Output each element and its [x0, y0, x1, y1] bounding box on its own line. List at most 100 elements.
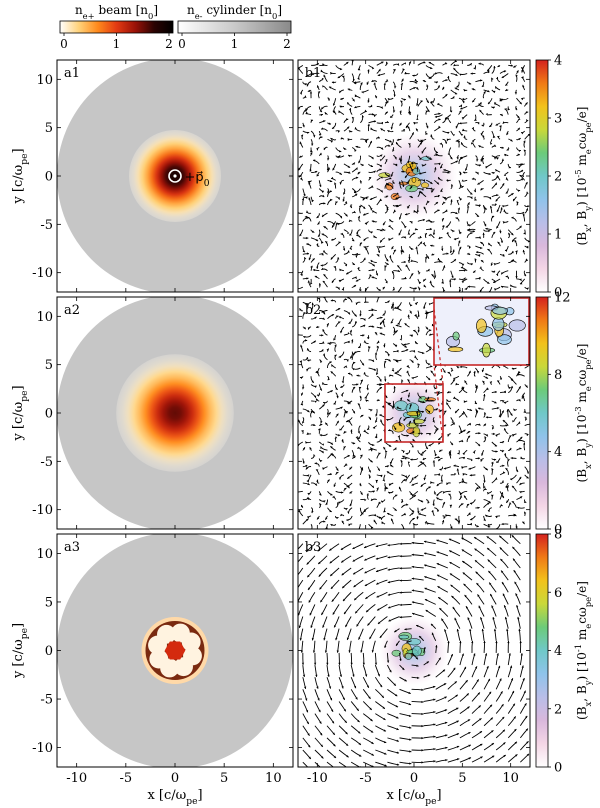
field-arrowhead	[488, 570, 491, 574]
field-arrowhead	[335, 387, 338, 390]
field-arrowhead	[311, 199, 315, 202]
field-arrowhead	[418, 190, 422, 193]
field-arrowhead	[318, 133, 322, 137]
field-arrowhead	[496, 193, 499, 197]
field-arrowhead	[330, 198, 333, 202]
field-arrowhead	[495, 123, 499, 126]
field-arrowhead	[309, 91, 313, 94]
field-arrowhead	[364, 300, 367, 303]
field-arrowhead	[487, 70, 490, 73]
field-arrowhead	[517, 153, 520, 156]
field-arrowhead	[431, 100, 434, 103]
field-arrowhead	[419, 157, 423, 160]
field-arrowhead	[428, 62, 432, 65]
field-arrowhead	[414, 81, 418, 84]
field-arrowhead	[477, 506, 480, 510]
field-arrowhead	[408, 691, 411, 694]
field-arrowhead	[347, 312, 350, 315]
field-arrowhead	[496, 460, 499, 463]
field-arrowhead	[304, 686, 307, 689]
field-arrowhead	[524, 511, 527, 515]
field-arrowhead	[336, 471, 339, 474]
field-arrowhead	[515, 593, 518, 596]
field-arrowhead	[505, 88, 508, 91]
field-arrowhead	[331, 314, 335, 317]
field-arrowhead	[366, 685, 369, 688]
field-arrowhead	[473, 653, 476, 656]
field-arrowhead	[518, 117, 521, 120]
field-arrowhead	[354, 106, 357, 109]
field-arrowhead	[397, 322, 400, 325]
field-arrowhead	[330, 493, 333, 496]
field-arrowhead	[387, 568, 391, 571]
field-arrowhead	[404, 72, 407, 75]
field-arrowhead	[319, 434, 323, 437]
field-arrowhead	[352, 353, 355, 356]
field-arrowhead	[417, 314, 420, 318]
field-arrowhead	[385, 111, 388, 114]
field-arrowhead	[426, 311, 430, 315]
y-tick-label: 10	[36, 547, 53, 562]
field-arrowhead	[300, 650, 304, 653]
panel-a2: a2	[56, 296, 294, 530]
field-arrowhead	[468, 246, 472, 249]
field-arrowhead	[337, 257, 340, 260]
field-arrowhead	[459, 640, 462, 644]
field-arrowhead	[468, 512, 471, 515]
field-arrowhead	[410, 334, 413, 338]
field-arrowhead	[462, 411, 466, 414]
field-arrowhead	[387, 593, 391, 596]
field-arrowhead	[504, 485, 508, 488]
field-arrowhead	[372, 490, 375, 493]
field-arrowhead	[500, 558, 503, 562]
field-arrowhead	[318, 561, 321, 564]
field-arrowhead	[376, 582, 379, 585]
inset-filament	[492, 306, 509, 315]
field-arrowhead	[430, 370, 433, 373]
field-arrowhead	[448, 538, 452, 541]
field-arrowhead	[380, 189, 383, 193]
field-arrowhead	[481, 369, 484, 373]
field-arrowhead	[490, 263, 493, 266]
field-arrowhead	[518, 386, 521, 389]
field-arrowhead	[314, 171, 318, 174]
field-arrowhead	[399, 567, 402, 570]
field-arrowhead	[437, 102, 440, 106]
field-arrowhead	[508, 653, 511, 656]
field-arrowhead	[318, 574, 321, 577]
field-arrowhead	[491, 461, 494, 464]
field-arrowhead	[482, 232, 485, 235]
field-arrowhead	[388, 491, 391, 494]
panel-b3: b3	[297, 533, 531, 768]
field-arrowhead	[317, 698, 320, 701]
field-arrowhead	[357, 446, 360, 449]
field-arrowhead	[407, 206, 410, 209]
field-arrowhead	[394, 630, 397, 633]
field-arrowhead	[444, 61, 448, 64]
colorbar-tick-label: 0	[60, 37, 68, 51]
field-arrowhead	[389, 140, 392, 143]
field-arrowhead	[480, 79, 483, 82]
field-arrowhead	[502, 464, 505, 467]
field-arrow	[323, 85, 328, 91]
field-arrowhead	[404, 345, 407, 348]
field-arrowhead	[519, 174, 522, 178]
field-arrowhead	[305, 710, 309, 713]
field-arrowhead	[300, 344, 303, 348]
field-arrowhead	[470, 196, 473, 199]
field-arrowhead	[488, 691, 492, 695]
field-hotspot	[378, 172, 391, 178]
field-arrowhead	[420, 453, 424, 456]
panel-label: b3	[305, 540, 322, 555]
field-arrowhead	[346, 61, 349, 65]
field-hotspot	[404, 652, 412, 660]
field-arrowhead	[371, 66, 375, 70]
field-arrowhead	[455, 410, 458, 414]
field-arrowhead	[434, 115, 438, 118]
colorbar-gradient	[535, 59, 549, 293]
field-arrowhead	[525, 111, 529, 114]
field-arrowhead	[360, 650, 363, 653]
field-arrowhead	[335, 201, 338, 204]
field-arrowhead	[319, 460, 323, 463]
field-arrowhead	[336, 516, 339, 520]
